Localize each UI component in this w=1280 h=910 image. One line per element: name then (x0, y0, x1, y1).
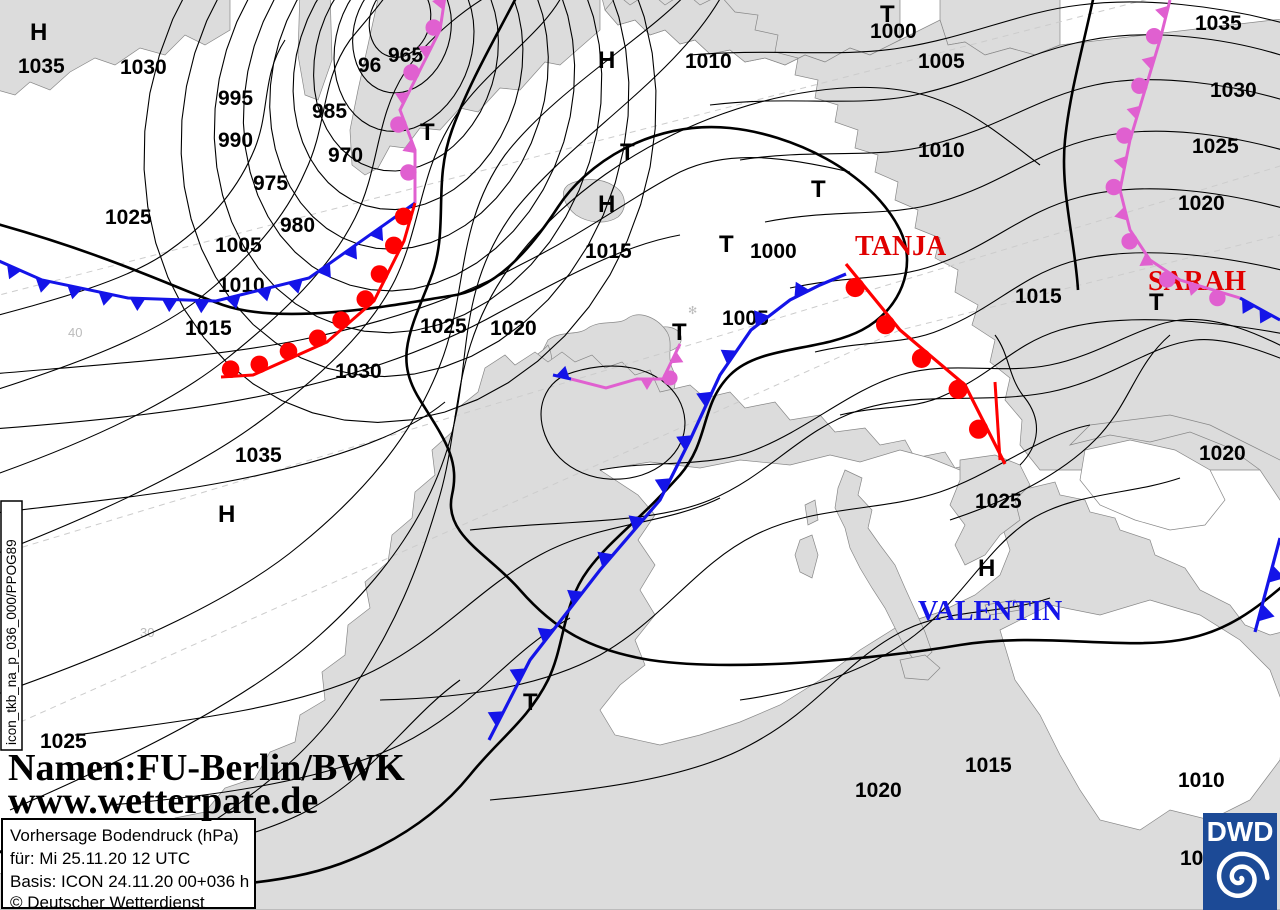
svg-text:1015: 1015 (185, 317, 232, 340)
svg-text:96: 96 (358, 54, 381, 77)
svg-text:T: T (672, 319, 687, 346)
svg-text:1010: 1010 (1178, 769, 1225, 792)
svg-text:TANJA: TANJA (855, 231, 947, 262)
svg-text:1005: 1005 (215, 234, 262, 257)
svg-text:T: T (811, 176, 826, 203)
svg-text:icon_tkb_na_p_036_000/PPOG89: icon_tkb_na_p_036_000/PPOG89 (4, 539, 19, 745)
svg-text:H: H (598, 47, 615, 74)
svg-text:T: T (719, 231, 734, 258)
svg-text:1035: 1035 (235, 444, 282, 467)
svg-text:1020: 1020 (1178, 192, 1225, 215)
svg-text:995: 995 (218, 87, 253, 110)
svg-text:1035: 1035 (1195, 12, 1242, 35)
svg-text:1015: 1015 (1015, 285, 1062, 308)
svg-text:1025: 1025 (105, 206, 152, 229)
svg-text:H: H (978, 555, 995, 582)
svg-text:1015: 1015 (585, 240, 632, 263)
svg-text:1010: 1010 (685, 50, 732, 73)
svg-text:VALENTIN: VALENTIN (918, 596, 1062, 627)
svg-text:1030: 1030 (1210, 79, 1257, 102)
svg-text:✻: ✻ (688, 305, 697, 317)
svg-text:990: 990 (218, 129, 253, 152)
svg-text:980: 980 (280, 214, 315, 237)
svg-text:1030: 1030 (120, 56, 167, 79)
svg-text:www.wetterpate.de: www.wetterpate.de (8, 780, 318, 822)
svg-text:H: H (598, 191, 615, 218)
svg-text:970: 970 (328, 144, 363, 167)
svg-text:965: 965 (388, 44, 423, 67)
svg-text:T: T (620, 139, 635, 166)
svg-text:1020: 1020 (855, 779, 902, 802)
svg-text:© Deutscher Wetterdienst: © Deutscher Wetterdienst (10, 893, 205, 910)
svg-text:1010: 1010 (918, 139, 965, 162)
svg-text:T: T (420, 119, 435, 146)
svg-text:1020: 1020 (1199, 442, 1246, 465)
svg-text:1015: 1015 (965, 754, 1012, 777)
svg-text:Basis: ICON 24.11.20 00+036 h: Basis: ICON 24.11.20 00+036 h (10, 872, 249, 891)
svg-text:1000: 1000 (750, 240, 797, 263)
svg-text:T: T (523, 689, 538, 716)
svg-text:H: H (218, 501, 235, 528)
svg-text:1005: 1005 (918, 50, 965, 73)
svg-text:1035: 1035 (18, 55, 65, 78)
svg-text:975: 975 (253, 172, 288, 195)
svg-text:1020: 1020 (490, 317, 537, 340)
svg-text:1025: 1025 (975, 490, 1022, 513)
svg-text:985: 985 (312, 100, 347, 123)
svg-text:Vorhersage Bodendruck (hPa): Vorhersage Bodendruck (hPa) (10, 826, 239, 845)
svg-text:T: T (880, 1, 895, 28)
svg-text:H: H (30, 19, 47, 46)
svg-text:1025: 1025 (420, 315, 467, 338)
svg-text:DWD: DWD (1207, 816, 1274, 847)
svg-text:1025: 1025 (1192, 135, 1239, 158)
svg-text:1030: 1030 (335, 360, 382, 383)
svg-text:für: Mi 25.11.20 12 UTC: für: Mi 25.11.20 12 UTC (10, 849, 190, 868)
svg-text:40: 40 (68, 325, 82, 340)
